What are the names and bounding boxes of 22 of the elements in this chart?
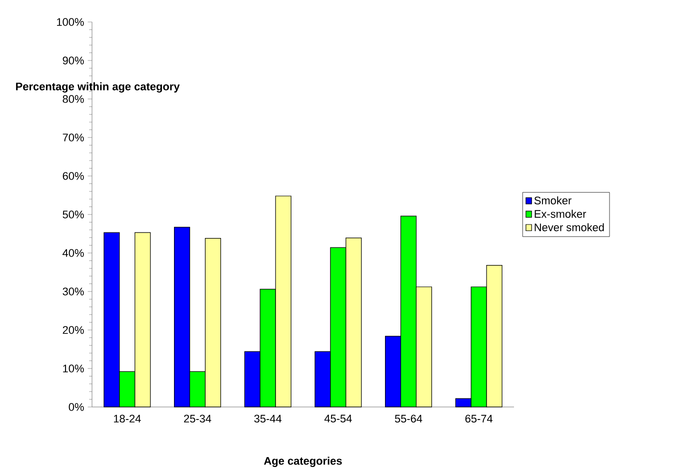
x-tick-label: 55-64 (394, 414, 422, 423)
legend-label: Smoker (534, 196, 572, 204)
legend-label: Ex-smoker (534, 210, 586, 218)
y-axis-title: Percentage within age category (16, 82, 180, 93)
y-tick-label: 10% (63, 364, 84, 372)
y-tick-label: 50% (62, 210, 84, 218)
x-tick-label: 65-74 (465, 414, 493, 423)
y-tick-label: 30% (62, 288, 84, 296)
y-tick-label: 90% (62, 56, 84, 64)
y-tick-label: 80% (62, 95, 84, 103)
y-tick-label: 70% (62, 134, 84, 142)
x-tick-label: 18-24 (114, 414, 141, 423)
x-axis-title: Age categories (264, 456, 342, 467)
y-tick-label: 20% (62, 326, 84, 334)
x-tick-label: 25-34 (184, 414, 212, 423)
y-tick-label: 40% (62, 249, 84, 257)
y-tick-label: 60% (62, 172, 84, 180)
y-tick-label: 100% (57, 18, 84, 26)
x-tick-label: 35-44 (254, 414, 282, 423)
y-tick-label: 0% (68, 403, 84, 411)
legend-label: Never smoked (534, 223, 604, 232)
x-tick-label: 45-54 (324, 414, 352, 422)
